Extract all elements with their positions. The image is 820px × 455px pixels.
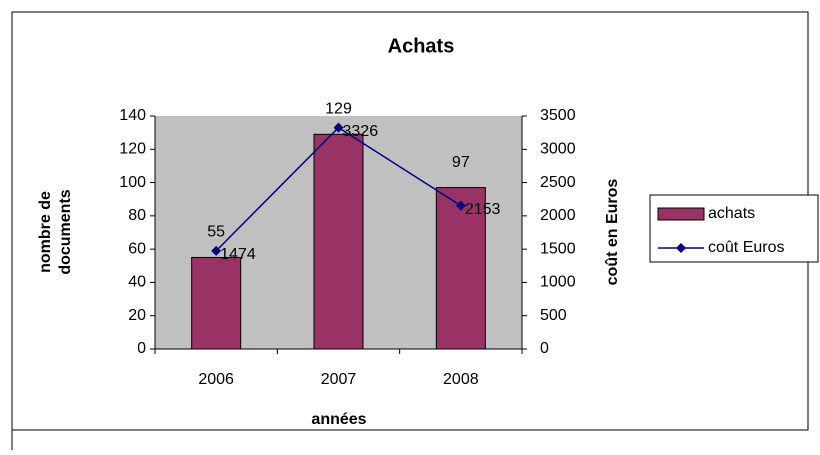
legend-marker — [676, 243, 686, 253]
x-tick-label: 2008 — [443, 371, 479, 388]
bar-value-label: 55 — [207, 224, 225, 241]
legend-swatch — [657, 207, 705, 221]
line-value-label: 3326 — [343, 123, 379, 140]
y2-axis-title: coût en Euros — [604, 179, 621, 286]
bar-value-label: 129 — [325, 101, 352, 118]
y2-tick-label: 3500 — [540, 107, 576, 124]
line-value-label: 2153 — [465, 201, 501, 218]
chart-title: Achats — [388, 35, 455, 57]
bar-value-label: 97 — [452, 154, 470, 171]
y-tick-label: 0 — [137, 340, 146, 357]
y-axis-title-line: nombre de — [37, 191, 54, 273]
y-axis-title: nombre de documents — [37, 189, 74, 274]
y-tick-label: 40 — [128, 274, 146, 291]
y2-tick-label: 1500 — [540, 240, 576, 257]
x-tick-label: 2007 — [321, 371, 357, 388]
bar — [313, 133, 364, 350]
y-tick-label: 60 — [128, 240, 146, 257]
x-tick-label: 2006 — [198, 371, 234, 388]
bar — [435, 187, 486, 350]
y-tick-label: 20 — [128, 307, 146, 324]
y2-tick-label: 2500 — [540, 174, 576, 191]
y-tick-label: 140 — [119, 107, 146, 124]
y-axis-title-line: documents — [57, 189, 74, 274]
y-tick-label: 120 — [119, 141, 146, 158]
y2-tick-label: 2000 — [540, 207, 576, 224]
legend-label: coût Euros — [708, 239, 784, 256]
line-marker — [211, 245, 222, 256]
line-marker — [333, 122, 344, 133]
line-value-label: 1474 — [220, 246, 256, 263]
y2-tick-label: 1000 — [540, 274, 576, 291]
y-tick-label: 100 — [119, 174, 146, 191]
legend-label: achats — [708, 205, 755, 222]
line-marker — [455, 200, 466, 211]
legend-box — [649, 194, 819, 263]
bar — [191, 256, 242, 350]
y2-tick-label: 3000 — [540, 141, 576, 158]
y2-tick-label: 500 — [540, 307, 567, 324]
y2-tick-label: 0 — [540, 340, 549, 357]
y-tick-label: 80 — [128, 207, 146, 224]
x-axis-title: années — [311, 411, 366, 428]
